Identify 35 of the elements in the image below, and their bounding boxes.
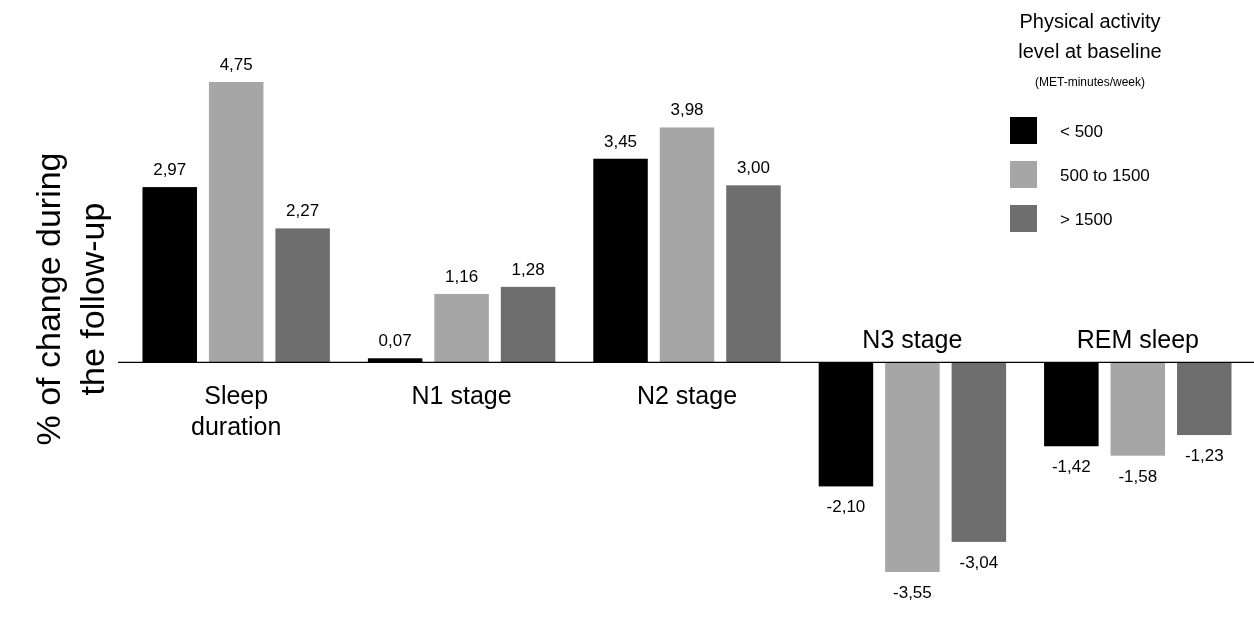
data-label: 1,16 (445, 266, 479, 286)
data-label: -1,23 (1184, 446, 1224, 466)
data-label: 3,45 (603, 131, 638, 151)
bar (1110, 362, 1166, 456)
legend-title: Physical activity level at baseline (MET-minutes/week) (1018, 10, 1162, 89)
data-label: 3,00 (736, 158, 771, 178)
legend-label: < 500 (1060, 122, 1104, 141)
bar (726, 185, 781, 363)
data-label: 1,28 (511, 259, 545, 279)
bar (885, 362, 940, 572)
x-tick-label: N3 stage (862, 325, 963, 354)
bar (659, 127, 715, 363)
data-label: 2,27 (286, 201, 320, 221)
bar (951, 362, 1007, 542)
data-label: -2,10 (826, 497, 866, 517)
data-label: -3,55 (893, 583, 932, 602)
data-label: 4,75 (219, 55, 253, 74)
x-tick-label: N1 stage (411, 381, 512, 410)
data-label: 0,07 (378, 331, 412, 351)
x-tick-label: Sleep duration (191, 381, 282, 441)
bar (500, 286, 556, 363)
legend-label: > 1500 (1060, 210, 1113, 229)
legend-label: 500 to 1500 (1060, 166, 1150, 185)
data-label: -3,04 (959, 552, 999, 572)
bar (208, 82, 264, 363)
data-label: -1,42 (1051, 457, 1091, 477)
x-tick-label: REM sleep (1076, 325, 1199, 354)
bar (434, 293, 489, 363)
bar (1177, 362, 1232, 436)
bar (275, 228, 330, 363)
data-label: 2,97 (153, 160, 187, 180)
data-label: 3,98 (670, 100, 704, 120)
y-axis-title: % of change during the follow-up (29, 152, 111, 446)
x-tick-label: N2 stage (636, 381, 738, 410)
data-label: -1,58 (1118, 466, 1158, 486)
